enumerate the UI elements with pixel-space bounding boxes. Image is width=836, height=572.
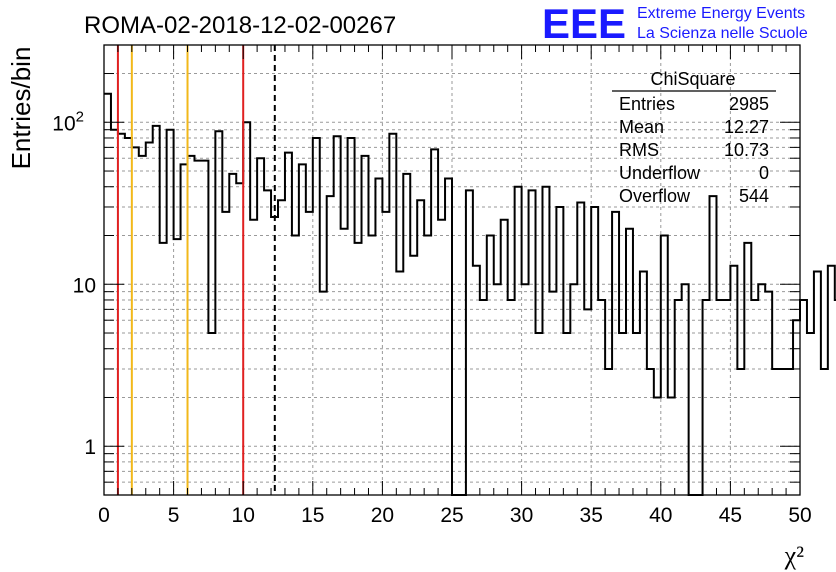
chart-title: ROMA-02-2018-12-02-00267 xyxy=(84,12,396,39)
x-tick-label: 40 xyxy=(649,504,672,527)
y-tick-label: 1 xyxy=(84,436,96,459)
stats-label-underflow: Underflow xyxy=(619,163,701,183)
x-tick-label: 0 xyxy=(98,504,110,527)
logo-line-1: Extreme Energy Events xyxy=(637,5,805,22)
x-tick-label: 35 xyxy=(580,504,603,527)
stats-title: ChiSquare xyxy=(650,69,735,89)
histogram-step-line xyxy=(104,92,836,496)
stats-value-rms: 10.73 xyxy=(724,140,769,160)
x-tick-label: 25 xyxy=(440,504,463,527)
stats-value-overflow: 544 xyxy=(739,186,769,206)
eee-logo-mark: EEE xyxy=(542,0,626,47)
stats-value-underflow: 0 xyxy=(759,163,769,183)
tick-labels: 0 5 10 15 20 25 30 35 40 45 50 1 10 102 xyxy=(52,108,811,527)
stats-value-entries: 2985 xyxy=(729,94,769,114)
x-tick-label: 50 xyxy=(788,504,811,527)
reference-lines xyxy=(116,45,276,495)
x-tick-label: 20 xyxy=(371,504,394,527)
x-tick-label: 5 xyxy=(168,504,180,527)
x-tick-label: 30 xyxy=(510,504,533,527)
stats-label-overflow: Overflow xyxy=(619,186,691,206)
y-tick-label: 102 xyxy=(52,108,84,135)
x-tick-label: 15 xyxy=(301,504,324,527)
eee-logo: EEE Extreme Energy Events La Scienza nel… xyxy=(542,0,808,47)
stats-box: ChiSquare Entries 2985 Mean 12.27 RMS 10… xyxy=(612,69,776,206)
x-axis-label: χ² xyxy=(784,541,805,570)
y-tick-label: 10 xyxy=(73,274,96,297)
x-tick-label: 10 xyxy=(232,504,255,527)
x-tick-label: 45 xyxy=(719,504,742,527)
y-axis-label: Entries/bin xyxy=(6,47,36,170)
stats-label-rms: RMS xyxy=(619,140,659,160)
histogram-series xyxy=(104,92,836,496)
stats-label-entries: Entries xyxy=(619,94,675,114)
stats-value-mean: 12.27 xyxy=(724,117,769,137)
logo-line-2: La Scienza nelle Scuole xyxy=(637,25,808,42)
axis-ticks xyxy=(103,44,801,496)
stats-label-mean: Mean xyxy=(619,117,664,137)
